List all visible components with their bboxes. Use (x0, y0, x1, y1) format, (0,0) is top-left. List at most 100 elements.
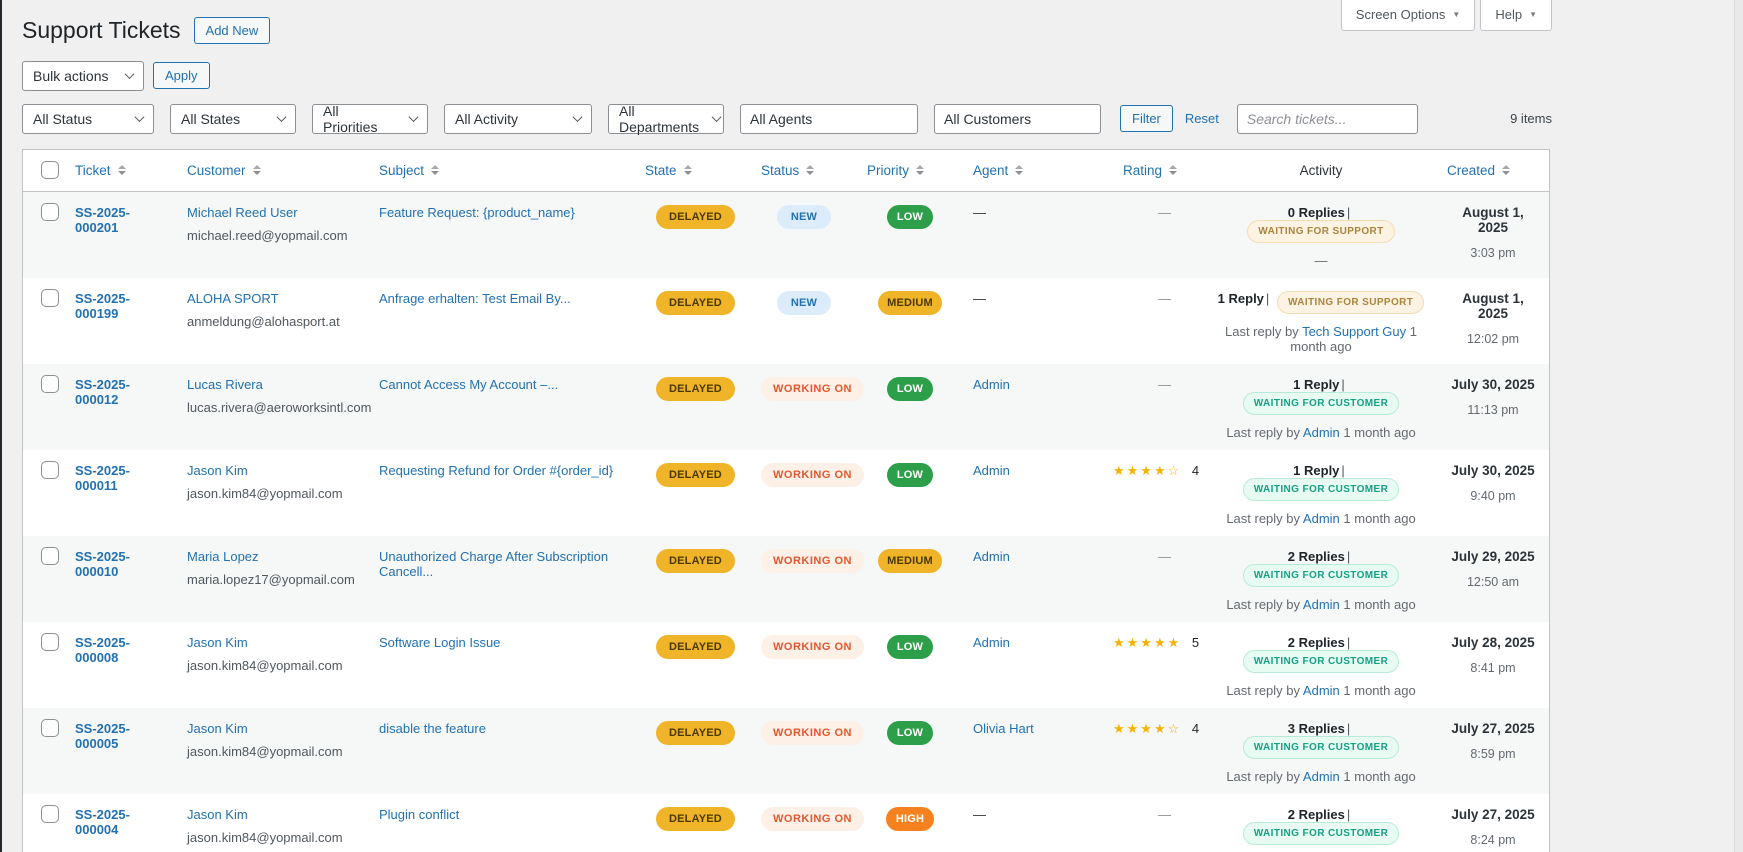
sort-arrows-icon (117, 165, 126, 176)
status-badge: WORKING ON (761, 376, 864, 401)
replies-count: 1 Reply (1293, 376, 1340, 392)
agent-link[interactable]: Olivia Hart (973, 720, 1034, 736)
agent-link[interactable]: Admin (973, 462, 1010, 478)
row-checkbox[interactable] (41, 718, 59, 737)
customer-link[interactable]: Maria Lopez (187, 548, 259, 564)
rating-value: 4 (1191, 720, 1200, 736)
agent-link[interactable]: Admin (973, 634, 1010, 650)
sort-priority[interactable]: Priority (867, 163, 925, 178)
ticket-link[interactable]: SS-2025-000008 (75, 634, 130, 665)
column-header-activity: Activity (1299, 162, 1343, 178)
table-row: SS-2025-000010 Maria Lopez maria.lopez17… (23, 535, 1549, 622)
activity-summary: 2 Replies | WAITING FOR CUSTOMER (1215, 549, 1427, 587)
customer-link[interactable]: Jason Kim (187, 634, 248, 650)
subject-link[interactable]: Requesting Refund for Order #{order_id} (379, 462, 614, 478)
row-checkbox[interactable] (41, 288, 59, 307)
activity-state-badge: WAITING FOR CUSTOMER (1242, 735, 1400, 759)
help-button[interactable]: Help ▼ (1480, 0, 1552, 31)
table-row: SS-2025-000199 ALOHA SPORT anmeldung@alo… (23, 277, 1549, 364)
ticket-link[interactable]: SS-2025-000004 (75, 806, 130, 837)
apply-button[interactable]: Apply (153, 62, 210, 90)
add-new-button[interactable]: Add New (193, 17, 271, 45)
row-checkbox[interactable] (41, 632, 59, 651)
last-reply-agent-link[interactable]: Admin (1302, 682, 1340, 698)
filter-button[interactable]: Filter (1120, 105, 1173, 133)
customer-link[interactable]: ALOHA SPORT (187, 290, 279, 306)
created-time: 9:40 pm (1470, 488, 1516, 503)
row-checkbox[interactable] (41, 460, 59, 479)
filter-select-all-status[interactable]: All Status (22, 103, 154, 134)
reset-button[interactable]: Reset (1183, 107, 1221, 130)
ticket-link[interactable]: SS-2025-000011 (75, 462, 130, 493)
subject-link[interactable]: Unauthorized Charge After Subscription C… (379, 548, 609, 579)
customers-filter-input[interactable] (934, 103, 1101, 134)
created-date: August 1, 2025 (1462, 204, 1524, 235)
subject-link[interactable]: disable the feature (379, 720, 486, 736)
sort-agent[interactable]: Agent (973, 163, 1024, 178)
ticket-link[interactable]: SS-2025-000010 (75, 548, 130, 579)
sort-status[interactable]: Status (761, 163, 815, 178)
row-checkbox-cell (23, 536, 65, 622)
bulk-actions-select[interactable]: Bulk actions (22, 60, 144, 91)
customer-email: jason.kim84@yopmail.com (187, 743, 343, 759)
agent-link[interactable]: — (973, 290, 986, 306)
rating-value: 4 (1191, 462, 1200, 478)
row-checkbox[interactable] (41, 202, 59, 221)
last-reply: Last reply by Admin 1 month ago (1215, 597, 1427, 612)
subject-link[interactable]: Plugin conflict (379, 806, 460, 822)
sort-rating[interactable]: Rating (1123, 163, 1178, 178)
agent-link[interactable]: Admin (973, 376, 1010, 392)
screen-options-button[interactable]: Screen Options ▼ (1340, 0, 1476, 31)
last-reply-prefix: Last reply by (1226, 768, 1301, 784)
agents-filter-input[interactable] (740, 103, 918, 134)
sort-created[interactable]: Created (1447, 163, 1511, 178)
filter-select-all-states[interactable]: All States (170, 103, 296, 134)
agent-link[interactable]: — (973, 806, 986, 822)
last-reply: Last reply by Admin 1 month ago (1215, 425, 1427, 440)
customer-link[interactable]: Jason Kim (187, 462, 248, 478)
subject-link[interactable]: Software Login Issue (379, 634, 501, 650)
customer-link[interactable]: Michael Reed User (187, 204, 298, 220)
rating-stars-icon: ★★★★☆ (1113, 462, 1182, 478)
customer-link[interactable]: Jason Kim (187, 720, 248, 736)
state-badge: DELAYED (656, 462, 735, 487)
subject-link[interactable]: Anfrage erhalten: Test Email By... (379, 290, 571, 306)
ticket-link[interactable]: SS-2025-000005 (75, 720, 130, 751)
priority-badge: LOW (886, 462, 934, 487)
activity-state-badge: WAITING FOR SUPPORT (1276, 290, 1425, 314)
sort-ticket[interactable]: Ticket (75, 163, 126, 178)
agent-link[interactable]: — (973, 204, 986, 220)
replies-count: 1 Reply (1293, 462, 1340, 478)
agent-link[interactable]: Admin (973, 548, 1010, 564)
last-reply-agent-link[interactable]: Tech Support Guy (1302, 323, 1407, 339)
search-input[interactable] (1236, 103, 1418, 134)
ticket-link[interactable]: SS-2025-000201 (75, 204, 130, 235)
priority-badge: MEDIUM (878, 290, 942, 315)
sort-state[interactable]: State (645, 163, 692, 178)
sort-customer[interactable]: Customer (187, 163, 261, 178)
select-all-checkbox[interactable] (41, 160, 59, 179)
last-reply-agent-link[interactable]: Admin (1302, 510, 1340, 526)
customer-link[interactable]: Jason Kim (187, 806, 248, 822)
filter-select-all-activity[interactable]: All Activity (444, 103, 592, 134)
filter-select-all-departments[interactable]: All Departments (608, 103, 724, 135)
row-checkbox[interactable] (41, 546, 59, 565)
sort-arrows-icon (1502, 165, 1511, 176)
row-checkbox[interactable] (41, 374, 59, 393)
ticket-link[interactable]: SS-2025-000199 (75, 290, 130, 321)
created-time: 3:03 pm (1470, 245, 1516, 260)
sort-subject[interactable]: Subject (379, 163, 440, 178)
filter-select-all-priorities[interactable]: All Priorities (312, 103, 428, 135)
customer-link[interactable]: Lucas Rivera (187, 376, 263, 392)
table-row: SS-2025-000005 Jason Kim jason.kim84@yop… (23, 707, 1549, 794)
row-checkbox[interactable] (41, 804, 59, 823)
created-time: 12:50 am (1466, 574, 1520, 589)
vertical-scrollbar[interactable] (1734, 0, 1743, 852)
subject-link[interactable]: Cannot Access My Account –... (379, 376, 559, 392)
chevron-down-icon (711, 112, 722, 123)
subject-link[interactable]: Feature Request: {product_name} (379, 204, 575, 220)
ticket-link[interactable]: SS-2025-000012 (75, 376, 130, 407)
last-reply-agent-link[interactable]: Admin (1302, 424, 1340, 440)
last-reply-agent-link[interactable]: Admin (1302, 596, 1340, 612)
last-reply-agent-link[interactable]: Admin (1302, 768, 1340, 784)
